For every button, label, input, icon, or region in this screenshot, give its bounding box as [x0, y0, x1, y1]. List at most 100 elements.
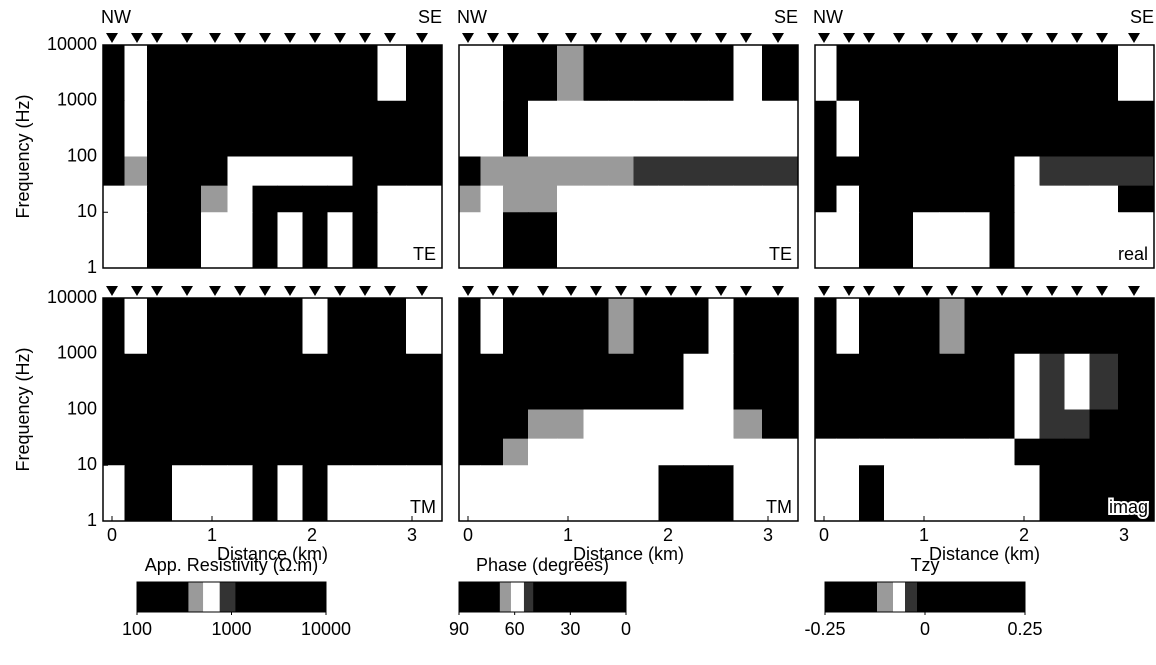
cell [201, 156, 228, 187]
cell [884, 438, 914, 466]
cell [406, 438, 443, 466]
cell [172, 438, 202, 466]
cell [583, 438, 609, 466]
cell [124, 185, 148, 213]
cell [252, 438, 278, 466]
cell [815, 409, 837, 440]
cell [406, 100, 443, 157]
cell [989, 212, 1015, 269]
cell [302, 100, 328, 157]
cell [633, 438, 659, 466]
cell [1118, 438, 1155, 466]
cell [227, 185, 253, 213]
cell [277, 185, 303, 213]
cell [302, 353, 328, 410]
cell [708, 45, 734, 102]
cell [1064, 438, 1090, 466]
cell [762, 185, 799, 213]
cell [201, 409, 228, 440]
cell [352, 45, 378, 102]
colorbar-segment [533, 582, 627, 612]
station-marker [590, 33, 602, 43]
cell [252, 409, 278, 440]
cell [1089, 465, 1119, 522]
cell [1014, 298, 1040, 355]
cell [528, 409, 558, 440]
cell [124, 45, 148, 102]
cell [608, 438, 634, 466]
cell [836, 353, 860, 410]
cell [733, 353, 763, 410]
cell [1064, 298, 1090, 355]
cell [964, 100, 990, 157]
plot-frame [458, 297, 799, 522]
x-tick-label: 3 [763, 525, 773, 545]
cell [884, 212, 914, 269]
cell [172, 465, 202, 522]
cell [528, 465, 558, 522]
cell [1014, 185, 1040, 213]
station-marker [106, 33, 118, 43]
cell [557, 298, 584, 355]
cell [103, 353, 125, 410]
cell [327, 212, 353, 269]
cell [1089, 212, 1119, 269]
station-marker [106, 286, 118, 296]
cell [302, 45, 328, 102]
colorbar-segment [523, 582, 534, 612]
station-marker [1071, 286, 1083, 296]
cell [658, 100, 684, 157]
cell [815, 156, 837, 187]
station-marker [284, 286, 296, 296]
colorbar-segment [510, 582, 525, 612]
cell [406, 465, 443, 522]
cell [683, 185, 709, 213]
cell [503, 212, 529, 269]
station-marker [843, 286, 855, 296]
cell [172, 212, 202, 269]
cell [459, 465, 481, 522]
cell [708, 185, 734, 213]
cell [1039, 185, 1065, 213]
cell [480, 100, 504, 157]
cell [708, 438, 734, 466]
cell [352, 212, 378, 269]
station-marker [416, 33, 428, 43]
station-marker [946, 33, 958, 43]
cell [583, 185, 609, 213]
cell [1014, 465, 1040, 522]
cell [277, 353, 303, 410]
cell [633, 156, 659, 187]
cell [503, 409, 529, 440]
cell [1118, 409, 1155, 440]
cell [327, 100, 353, 157]
cell [1064, 465, 1090, 522]
cell [172, 185, 202, 213]
station-marker [772, 286, 784, 296]
cell [859, 298, 885, 355]
cell [124, 100, 148, 157]
colorbar-segment [893, 582, 906, 612]
cell [528, 438, 558, 466]
cell [406, 185, 443, 213]
cell [836, 212, 860, 269]
cell [708, 100, 734, 157]
cell [913, 438, 940, 466]
cell [377, 212, 407, 269]
colorbar-tick-label: 1000 [211, 619, 251, 639]
cell [302, 185, 328, 213]
station-marker [416, 286, 428, 296]
cell [964, 212, 990, 269]
cell [377, 156, 407, 187]
station-marker [996, 286, 1008, 296]
station-marker [946, 286, 958, 296]
cell [939, 465, 965, 522]
station-marker [359, 33, 371, 43]
cell [103, 465, 125, 522]
cell [608, 465, 634, 522]
cell [913, 156, 940, 187]
cell [406, 212, 443, 269]
cell [583, 353, 609, 410]
cell [1089, 45, 1119, 102]
cell [227, 353, 253, 410]
